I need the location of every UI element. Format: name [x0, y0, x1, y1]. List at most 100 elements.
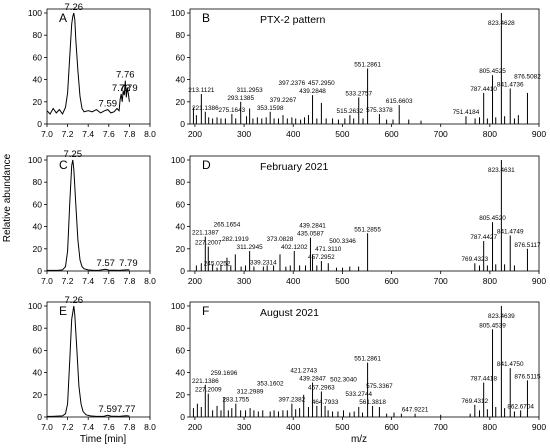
x-tick-label: 700 — [434, 129, 448, 139]
mz-label: 282.1919 — [222, 236, 249, 243]
mz-label: 464.7933 — [312, 399, 339, 406]
mz-label: 221.1386 — [192, 105, 219, 112]
mz-label: 751.4184 — [453, 109, 480, 116]
plot-frame-F — [189, 301, 540, 418]
mz-label: 805.4525 — [479, 68, 506, 75]
mz-label: 311.2953 — [237, 87, 264, 94]
panel-title-B: PTX-2 pattern — [260, 14, 326, 26]
plot-frame-E — [46, 301, 151, 418]
mz-label: 769.4323 — [461, 256, 488, 263]
mz-label: 841.4736 — [497, 81, 524, 88]
mz-label: 561.3818 — [359, 399, 386, 406]
mz-label: 841.4750 — [497, 361, 524, 368]
panel-title-D: February 2021 — [260, 161, 328, 173]
mz-label: 421.2743 — [290, 368, 317, 375]
y-tick-label: 100 — [28, 301, 42, 311]
y-tick-label: 40 — [33, 75, 43, 85]
mz-label: 876.5117 — [514, 242, 541, 249]
x-tick-label: 700 — [434, 276, 448, 286]
y-tick-label: 80 — [176, 323, 186, 333]
peak-label: 7.26 — [65, 295, 84, 306]
x-tick-label: 300 — [237, 422, 251, 432]
x-tick-label: 500 — [335, 422, 349, 432]
y-tick-label: 80 — [176, 177, 186, 187]
y-tick-label: 60 — [33, 345, 43, 355]
x-tick-label: 7.4 — [82, 129, 94, 139]
y-tick-label: 80 — [33, 323, 43, 333]
chromatogram-trace — [46, 12, 130, 116]
panel-E: 0 20 40 60 80 100 7.0 7.2 7.4 7.6 7.8 8.0 E7.26 7.59 7… — [28, 295, 156, 432]
x-tick-label: 900 — [532, 276, 546, 286]
peak-label: 7.57 — [96, 258, 115, 269]
x-tick-label: 700 — [434, 422, 448, 432]
mz-label: 293.1385 — [227, 95, 254, 102]
y-tick-label: 20 — [176, 244, 186, 254]
mz-label: 227.2007 — [195, 240, 222, 247]
mz-label: 245.0252 — [204, 261, 231, 268]
mz-label: 823.4628 — [488, 20, 515, 27]
peak-label: 7.77 — [117, 404, 136, 415]
mz-label: 551.2855 — [354, 226, 381, 233]
mz-label: 275.1643 — [219, 107, 246, 114]
mz-label: 397.2382 — [279, 397, 306, 404]
y-tick-label: 100 — [171, 8, 185, 18]
mz-label: 805.4520 — [479, 215, 506, 222]
mz-label: 876.5115 — [514, 373, 541, 380]
mz-label: 213.1121 — [188, 87, 215, 94]
x-tick-label: 400 — [286, 422, 300, 432]
y-tick-label: 60 — [176, 199, 186, 209]
y-tick-label: 40 — [176, 222, 186, 232]
mz-label: 841.4749 — [497, 228, 524, 235]
panel-letter-E: E — [59, 304, 67, 318]
x-tick-label: 500 — [335, 129, 349, 139]
x-tick-label: 7.4 — [82, 276, 94, 286]
y-tick-label: 60 — [33, 52, 43, 62]
mz-label: 265.1654 — [214, 222, 241, 229]
x-tick-label: 7.2 — [62, 129, 74, 139]
peak-label: 7.25 — [64, 149, 83, 160]
panel-title-F: August 2021 — [260, 307, 319, 319]
panel-letter-D: D — [202, 158, 211, 172]
x-tick-label: 600 — [384, 129, 398, 139]
mz-label: 823.4631 — [488, 167, 515, 174]
mz-label: 823.4639 — [488, 313, 515, 320]
y-tick-label: 40 — [176, 75, 186, 85]
x-tick-label: 7.8 — [123, 422, 135, 432]
x-tick-label: 300 — [237, 276, 251, 286]
mz-label: 551.2861 — [354, 62, 381, 69]
panel-letter-B: B — [202, 11, 210, 25]
x-tick-label: 600 — [384, 422, 398, 432]
y-tick-label: 40 — [33, 222, 43, 232]
x-tick-label: 7.8 — [123, 129, 135, 139]
x-tick-label: 600 — [384, 276, 398, 286]
x-tick-label: 7.2 — [62, 276, 74, 286]
panel-letter-C: C — [59, 158, 68, 172]
x-tick-label: 7.2 — [62, 422, 74, 432]
x-tick-label: 200 — [188, 129, 202, 139]
y-axis-label: Relative abundance — [2, 153, 13, 242]
mz-label: 500.3346 — [329, 238, 356, 245]
peak-label: 7.79 — [119, 83, 138, 94]
mz-label: 353.1602 — [257, 381, 284, 388]
plot-frame-B — [189, 8, 540, 125]
x-tick-label: 8.0 — [144, 129, 156, 139]
y-tick-label: 20 — [176, 97, 186, 107]
mz-label: 402.1202 — [281, 244, 308, 251]
panel-letter-A: A — [59, 11, 67, 25]
x-tick-label: 900 — [532, 422, 546, 432]
mz-label: 471.3110 — [315, 246, 342, 253]
y-tick-label: 0 — [180, 266, 185, 276]
mz-label: 515.2632 — [337, 108, 364, 115]
y-tick-label: 60 — [33, 199, 43, 209]
mz-label: 533.2757 — [345, 90, 372, 97]
mz-label: 457.2950 — [308, 80, 335, 87]
peak-label: 7.26 — [65, 2, 84, 13]
x-tick-label: 7.8 — [123, 276, 135, 286]
mz-label: 457.2963 — [308, 384, 335, 391]
y-tick-label: 40 — [176, 368, 186, 378]
mz-label: 769.4312 — [461, 398, 488, 405]
panel-F: 0 20 40 60 80 100 200 300 400 500 600 700 800 900 F 823… — [171, 301, 547, 432]
mz-label: 339.2314 — [250, 260, 277, 267]
mz-label: 312.2989 — [237, 389, 264, 396]
